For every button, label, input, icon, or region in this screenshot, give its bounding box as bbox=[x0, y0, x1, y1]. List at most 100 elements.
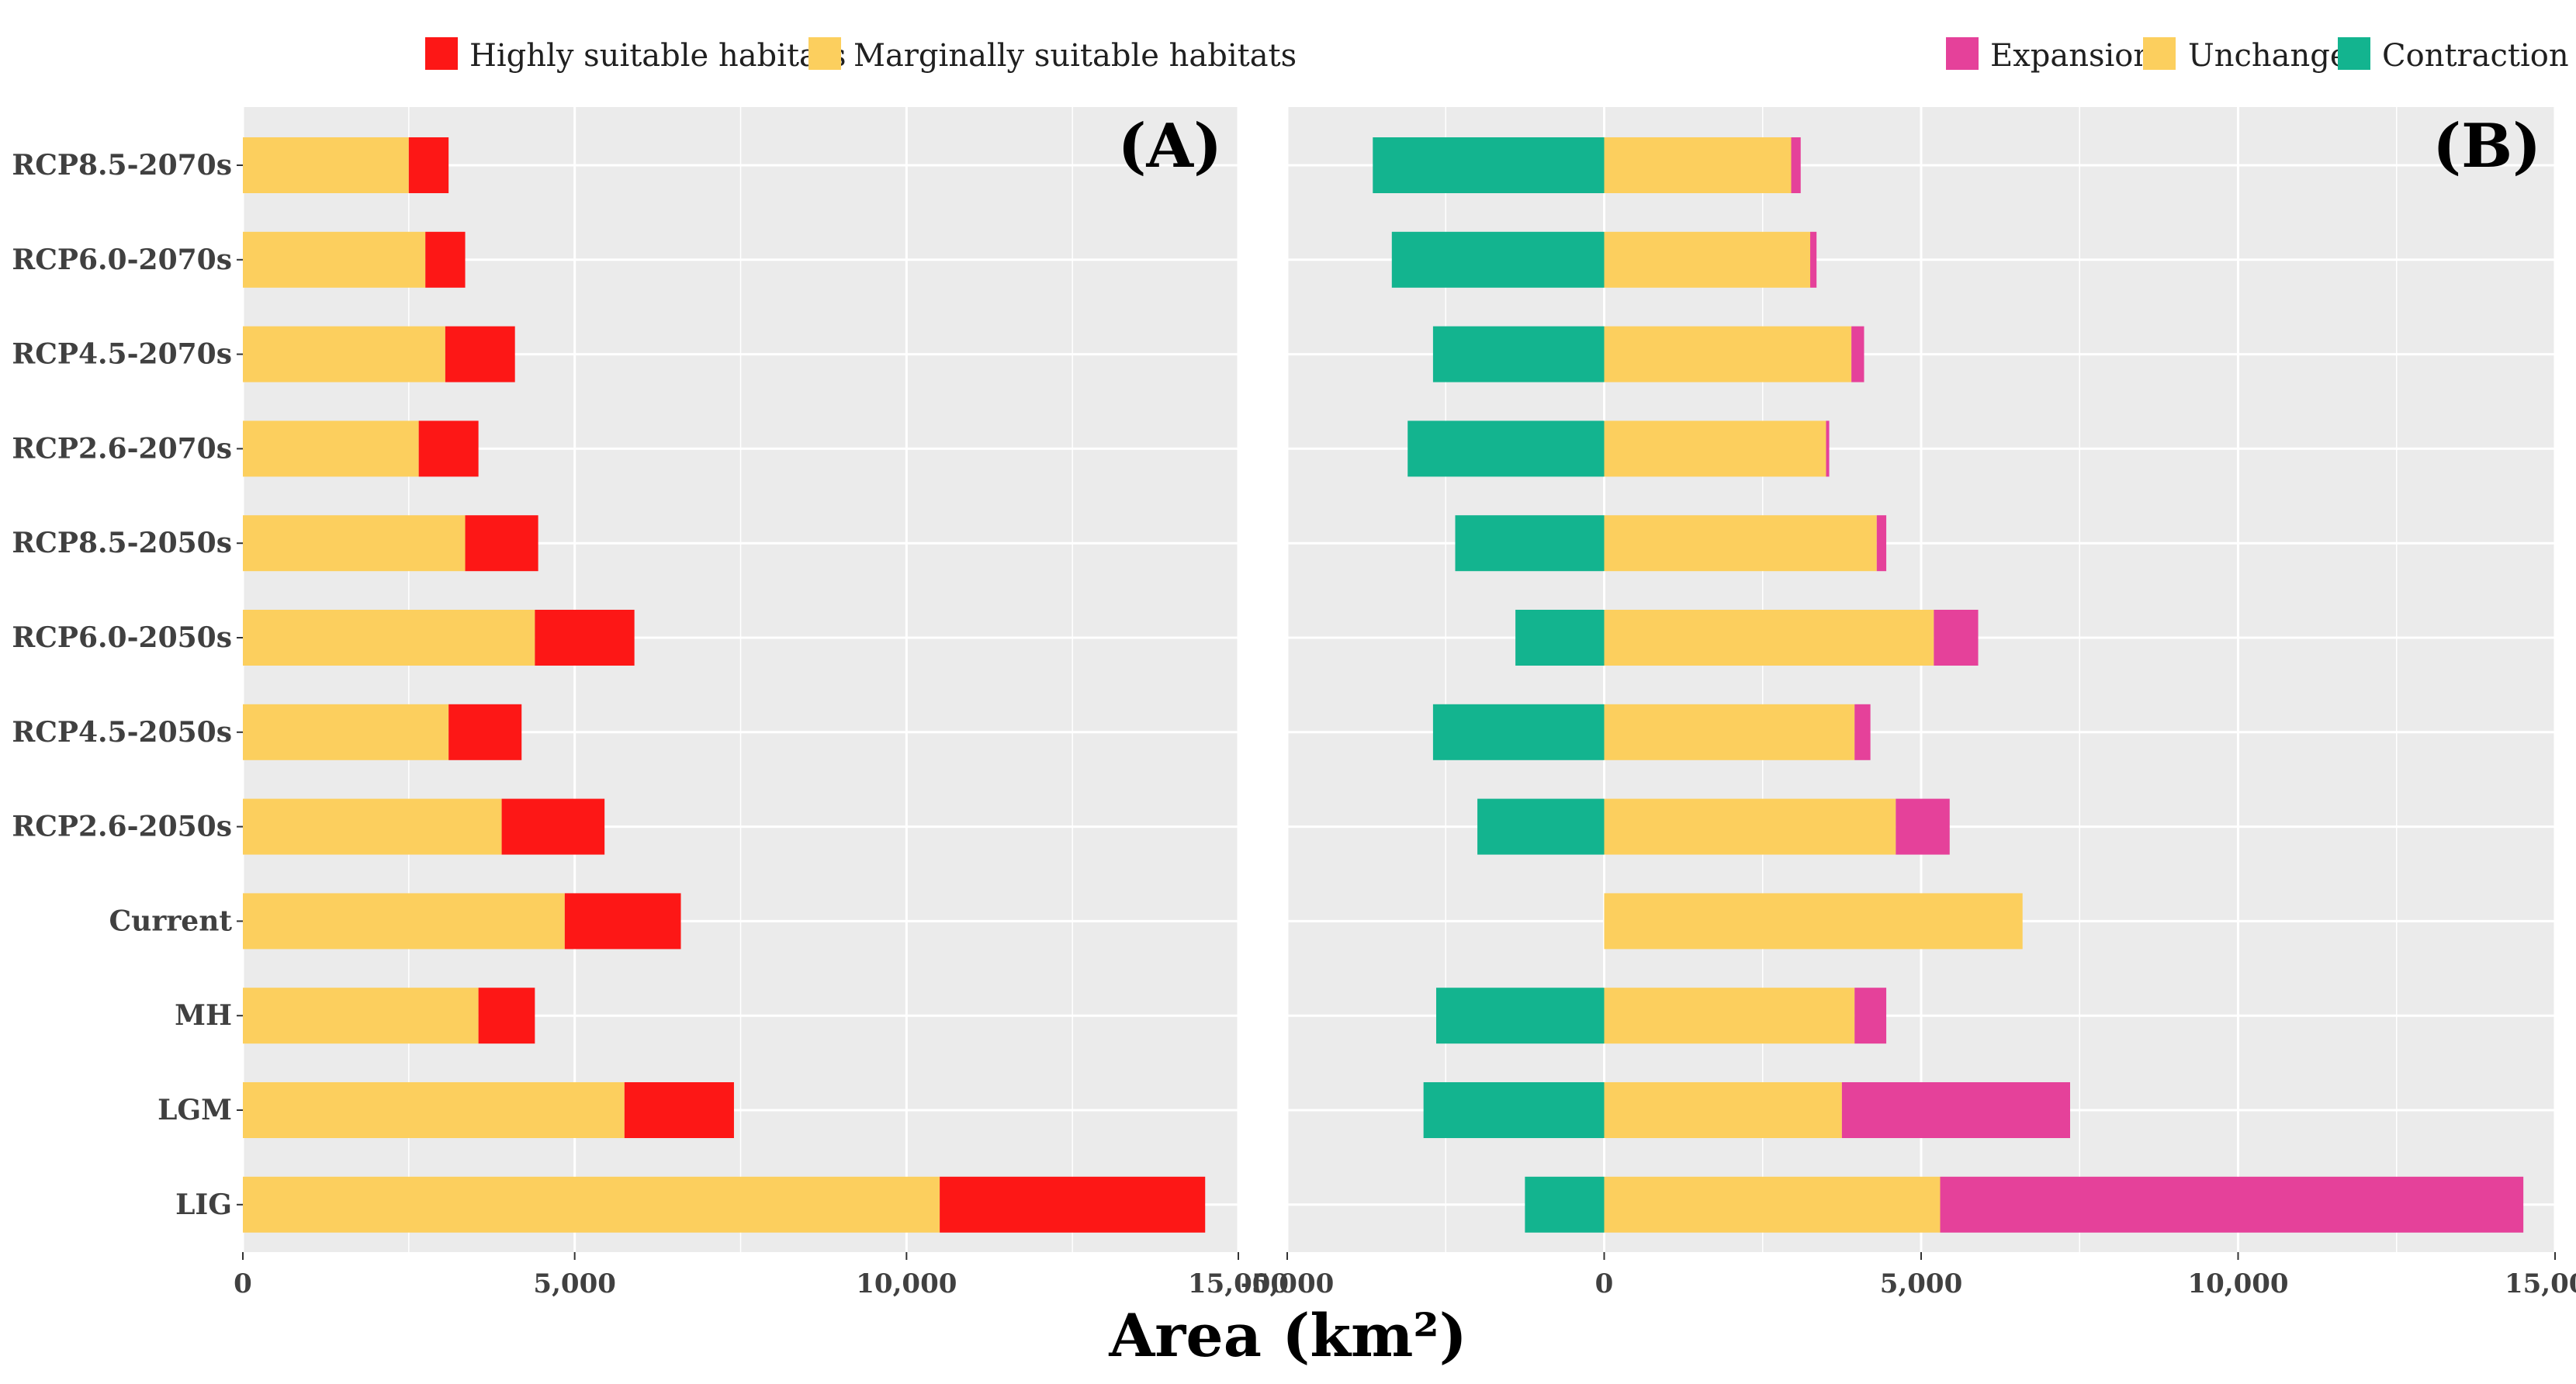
bar-highly bbox=[478, 988, 535, 1044]
bar-unchange bbox=[1604, 988, 1855, 1044]
category-label: Current bbox=[109, 905, 233, 937]
bar-unchange bbox=[1604, 798, 1896, 855]
legend-b-label-contraction: Contraction bbox=[2382, 38, 2569, 74]
bar-unchange bbox=[1604, 1176, 1941, 1233]
legend-b-label-expansion: Expansion bbox=[1990, 38, 2153, 74]
panel-b-bars bbox=[1373, 137, 2524, 1233]
bar-unchange bbox=[1604, 893, 2023, 950]
bar-contraction bbox=[1432, 704, 1605, 760]
bar-highly bbox=[564, 893, 681, 950]
panel-b: -5,000 0 5,000 10,000 15,000 (B) bbox=[1241, 107, 2576, 1299]
legend-b: Expansion Unchange Contraction bbox=[1946, 37, 2569, 74]
bar-marginal bbox=[243, 1176, 940, 1233]
bar-marginal bbox=[243, 798, 502, 855]
legend-b-swatch-contraction bbox=[2338, 37, 2370, 70]
bar-highly bbox=[501, 798, 605, 855]
bar-marginal bbox=[243, 515, 466, 572]
x-tick-label: 10,000 bbox=[2187, 1268, 2288, 1299]
x-tick-label: 5,000 bbox=[533, 1268, 615, 1299]
bar-expansion bbox=[1854, 704, 1871, 760]
bar-highly bbox=[448, 704, 522, 760]
bar-unchange bbox=[1604, 231, 1811, 288]
bar-highly bbox=[465, 515, 538, 572]
legend-a-swatch-highly bbox=[425, 37, 458, 70]
bar-contraction bbox=[1407, 420, 1605, 477]
x-tick-label: 0 bbox=[234, 1268, 252, 1299]
bar-expansion bbox=[1841, 1082, 2070, 1138]
bar-unchange bbox=[1604, 610, 1934, 666]
bar-highly bbox=[445, 326, 515, 382]
bar-contraction bbox=[1455, 515, 1605, 572]
x-tick-label: 15,000 bbox=[2505, 1268, 2576, 1299]
bar-contraction bbox=[1515, 610, 1605, 666]
category-label: RCP2.6-2070s bbox=[12, 432, 232, 465]
category-label: RCP6.0-2050s bbox=[12, 621, 232, 654]
bar-highly bbox=[940, 1176, 1206, 1233]
bar-unchange bbox=[1604, 704, 1855, 760]
bar-contraction bbox=[1423, 1082, 1605, 1138]
category-label: RCP8.5-2070s bbox=[12, 149, 232, 182]
bar-contraction bbox=[1477, 798, 1605, 855]
bar-expansion bbox=[1851, 326, 1864, 382]
legend-a-label-highly: Highly suitable habitats bbox=[469, 38, 846, 74]
category-label: MH bbox=[175, 999, 232, 1032]
x-tick-label: -5,000 bbox=[1241, 1268, 1335, 1299]
x-axis-title: Area (km²) bbox=[1108, 1301, 1466, 1370]
legend-b-swatch-unchange bbox=[2143, 37, 2176, 70]
panel-a-bars bbox=[243, 137, 1206, 1233]
bar-marginal bbox=[243, 893, 565, 950]
category-label: RCP8.5-2050s bbox=[12, 527, 232, 559]
panel-a-category-labels: RCP8.5-2070s RCP6.0-2070s RCP4.5-2070s RCP2… bbox=[12, 149, 243, 1221]
bar-marginal bbox=[243, 420, 419, 477]
category-label: LIG bbox=[175, 1189, 232, 1221]
bar-marginal bbox=[243, 231, 426, 288]
bar-expansion bbox=[1854, 988, 1887, 1044]
bar-contraction bbox=[1373, 137, 1605, 193]
category-label: RCP4.5-2070s bbox=[12, 338, 232, 371]
bar-highly bbox=[425, 231, 466, 288]
x-tick-label: 10,000 bbox=[856, 1268, 957, 1299]
x-tick-label: 5,000 bbox=[1880, 1268, 1962, 1299]
bar-expansion bbox=[1810, 231, 1817, 288]
bar-highly bbox=[535, 610, 635, 666]
bar-marginal bbox=[243, 988, 479, 1044]
legend-a-label-marginal: Marginally suitable habitats bbox=[853, 38, 1297, 74]
bar-contraction bbox=[1525, 1176, 1605, 1233]
bar-contraction bbox=[1432, 326, 1605, 382]
bar-marginal bbox=[243, 704, 449, 760]
legend-a-swatch-marginal bbox=[808, 37, 841, 70]
bar-contraction bbox=[1391, 231, 1605, 288]
bar-unchange bbox=[1604, 515, 1877, 572]
category-label: RCP4.5-2050s bbox=[12, 716, 232, 749]
bar-expansion bbox=[1934, 610, 1979, 666]
x-tick-label: 15,000 bbox=[1188, 1268, 1289, 1299]
bar-marginal bbox=[243, 1082, 625, 1138]
category-label: RCP6.0-2070s bbox=[12, 244, 232, 276]
category-label: LGM bbox=[158, 1094, 232, 1126]
bar-highly bbox=[624, 1082, 734, 1138]
bar-highly bbox=[418, 420, 479, 477]
bar-highly bbox=[408, 137, 449, 193]
legend-b-label-unchange: Unchange bbox=[2188, 38, 2349, 74]
panel-a-label: (A) bbox=[1118, 111, 1222, 182]
panel-a: RCP8.5-2070s RCP6.0-2070s RCP4.5-2070s RCP2… bbox=[12, 107, 1289, 1299]
bar-unchange bbox=[1604, 1082, 1842, 1138]
bar-unchange bbox=[1604, 326, 1852, 382]
bar-expansion bbox=[1826, 420, 1830, 477]
bar-expansion bbox=[1876, 515, 1887, 572]
category-label: RCP2.6-2050s bbox=[12, 811, 232, 843]
panel-b-label: (B) bbox=[2432, 111, 2541, 182]
bar-expansion bbox=[1896, 798, 1950, 855]
bar-expansion bbox=[1940, 1176, 2524, 1233]
bar-marginal bbox=[243, 326, 445, 382]
x-tick-label: 0 bbox=[1595, 1268, 1614, 1299]
bar-marginal bbox=[243, 610, 535, 666]
legend-a: Highly suitable habitats Marginally suit… bbox=[425, 37, 1297, 74]
bar-marginal bbox=[243, 137, 409, 193]
panel-a-x-ticks: 0 5,000 10,000 15,000 bbox=[234, 1252, 1289, 1299]
bar-expansion bbox=[1791, 137, 1801, 193]
bar-unchange bbox=[1604, 420, 1826, 477]
bar-contraction bbox=[1435, 988, 1605, 1044]
legend-b-swatch-expansion bbox=[1946, 37, 1979, 70]
